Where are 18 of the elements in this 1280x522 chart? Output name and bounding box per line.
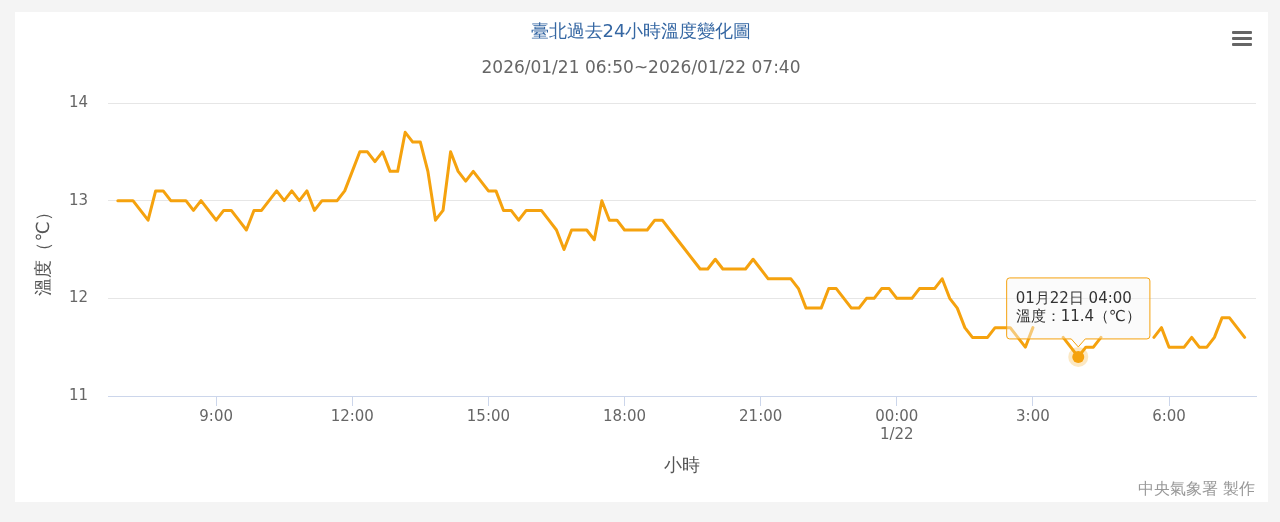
x-tick-label: 9:00 <box>199 406 233 425</box>
x-tick-label: 15:00 <box>466 406 511 425</box>
x-tick-label: 21:00 <box>739 406 783 425</box>
chart-title: 臺北過去24小時溫度變化圖 <box>530 19 752 41</box>
text: 中央氣象署 製作 <box>1137 479 1255 499</box>
y-tick-label: 13 <box>68 190 88 209</box>
x-tick-label: 3:00 <box>1016 406 1050 425</box>
y-tick-label: 14 <box>68 92 88 111</box>
x-axis-title: 小時 <box>664 453 700 475</box>
y-axis-title: 溫度（℃） <box>32 203 54 296</box>
x-tick-label: 18:00 <box>602 406 647 425</box>
x-tick-label: 6:00 <box>1152 406 1186 425</box>
chart-subtitle: 2026/01/21 06:50~2026/01/22 07:40 <box>481 57 801 78</box>
y-tick-label: 12 <box>68 288 88 307</box>
y-tick-label: 11 <box>68 385 88 404</box>
x-tick-label: 12:00 <box>330 406 374 425</box>
annotation: 01月22日 04:00 溫度：11.4（℃） <box>1015 289 1141 326</box>
x-tick-label: 00:00 1/22 <box>875 406 919 443</box>
